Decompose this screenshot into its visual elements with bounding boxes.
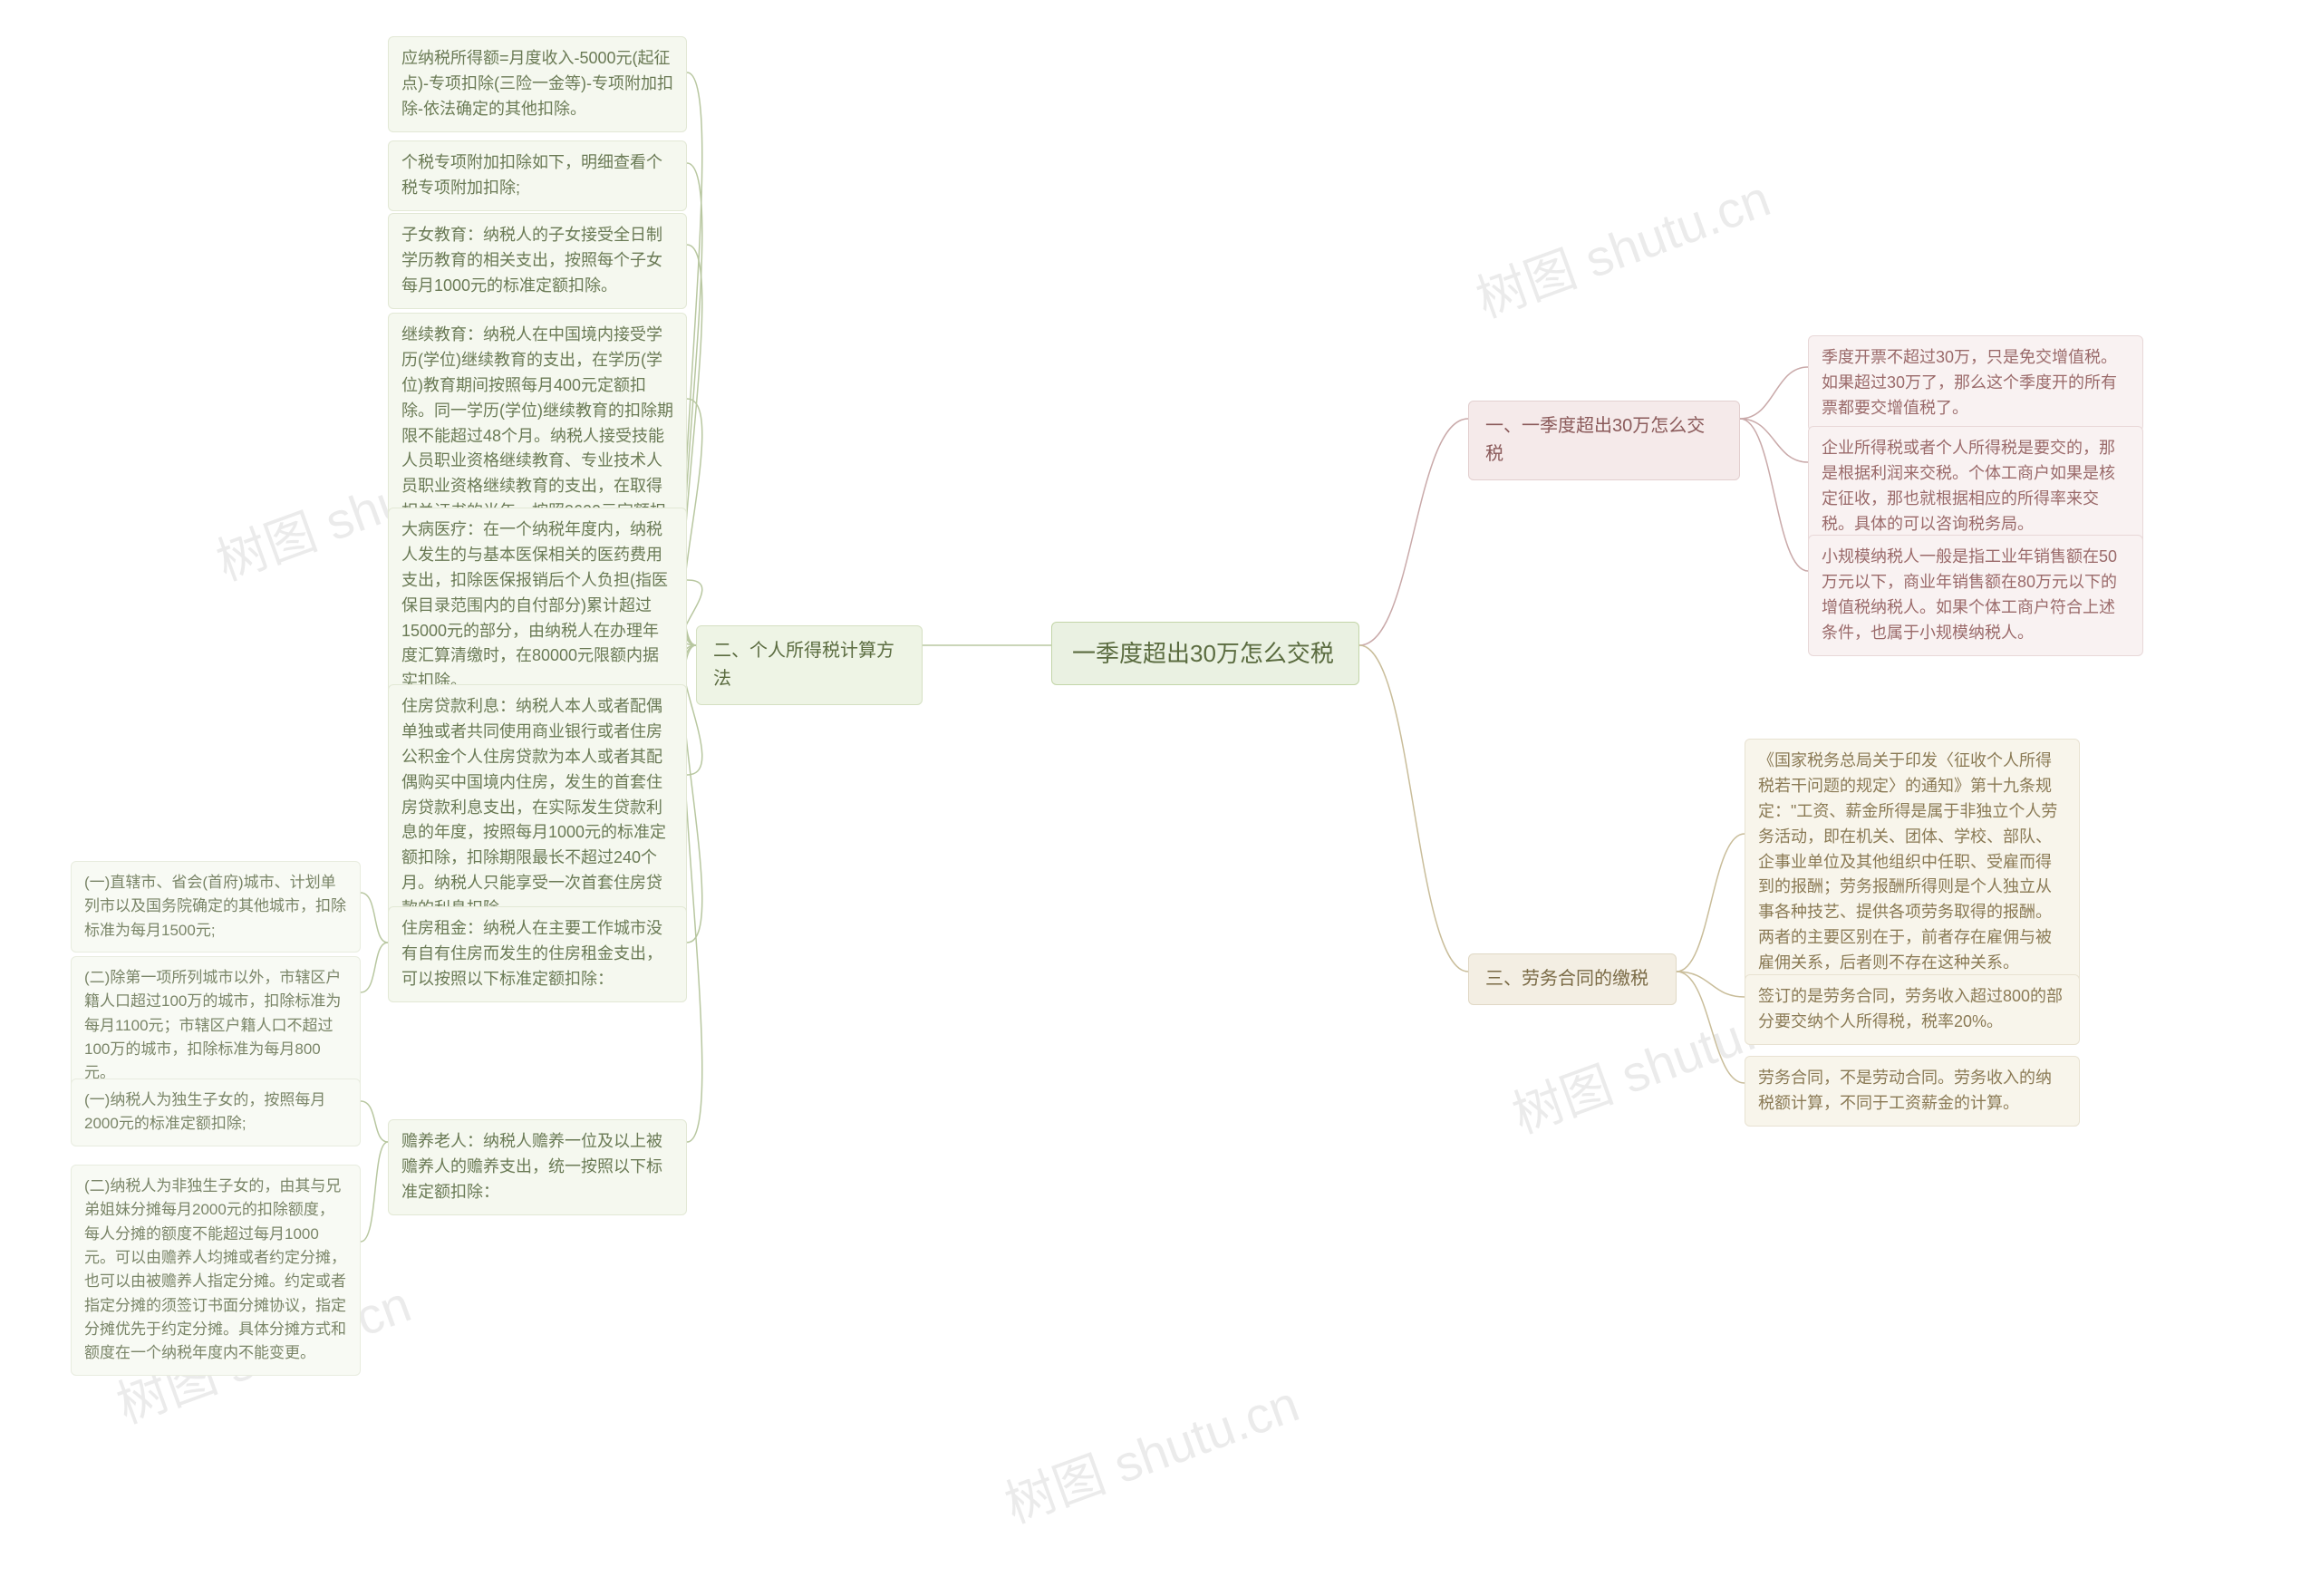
branch-2-sub-support[interactable]: (二)纳税人为非独生子女的，由其与兄弟姐妹分摊每月2000元的扣除额度，每人分摊… [71,1165,361,1376]
branch-1[interactable]: 一、一季度超出30万怎么交税 [1468,401,1740,480]
branch-3[interactable]: 三、劳务合同的缴税 [1468,953,1677,1005]
branch-2-leaf[interactable]: 住房贷款利息：纳税人本人或者配偶单独或者共同使用商业银行或者住房公积金个人住房贷… [388,684,687,932]
branch-2-leaf-rent[interactable]: 住房租金：纳税人在主要工作城市没有自有住房而发生的住房租金支出，可以按照以下标准… [388,906,687,1002]
branch-3-leaf[interactable]: 劳务合同，不是劳动合同。劳务收入的纳税额计算，不同于工资薪金的计算。 [1745,1056,2080,1127]
branch-2[interactable]: 二、个人所得税计算方法 [696,625,923,705]
branch-2-leaf[interactable]: 大病医疗：在一个纳税年度内，纳税人发生的与基本医保相关的医药费用支出，扣除医保报… [388,508,687,704]
branch-2-leaf[interactable]: 个税专项附加扣除如下，明细查看个税专项附加扣除; [388,140,687,211]
branch-2-sub-rent[interactable]: (一)直辖市、省会(首府)城市、计划单列市以及国务院确定的其他城市，扣除标准为每… [71,861,361,953]
branch-1-leaf[interactable]: 季度开票不超过30万，只是免交增值税。如果超过30万了，那么这个季度开的所有票都… [1808,335,2143,431]
branch-3-leaf[interactable]: 签订的是劳务合同，劳务收入超过800的部分要交纳个人所得税，税率20%。 [1745,974,2080,1045]
branch-2-leaf[interactable]: 应纳税所得额=月度收入-5000元(起征点)-专项扣除(三险一金等)-专项附加扣… [388,36,687,132]
branch-3-leaf[interactable]: 《国家税务总局关于印发〈征收个人所得税若干问题的规定〉的通知》第十九条规定："工… [1745,739,2080,986]
root-node[interactable]: 一季度超出30万怎么交税 [1051,622,1359,685]
watermark: 树图 shutu.cn [993,1363,1308,1537]
branch-1-leaf[interactable]: 小规模纳税人一般是指工业年销售额在50万元以下，商业年销售额在80万元以下的增值… [1808,535,2143,656]
watermark: 树图 shutu.cn [1464,158,1779,332]
branch-2-sub-support[interactable]: (一)纳税人为独生子女的，按照每月2000元的标准定额扣除; [71,1079,361,1146]
branch-2-sub-rent[interactable]: (二)除第一项所列城市以外，市辖区户籍人口超过100万的城市，扣除标准为每月11… [71,956,361,1096]
branch-2-leaf[interactable]: 子女教育：纳税人的子女接受全日制学历教育的相关支出，按照每个子女每月1000元的… [388,213,687,309]
branch-2-leaf-support[interactable]: 赡养老人：纳税人赡养一位及以上被赡养人的赡养支出，统一按照以下标准定额扣除： [388,1119,687,1215]
branch-1-leaf[interactable]: 企业所得税或者个人所得税是要交的，那是根据利润来交税。个体工商户如果是核定征收，… [1808,426,2143,547]
